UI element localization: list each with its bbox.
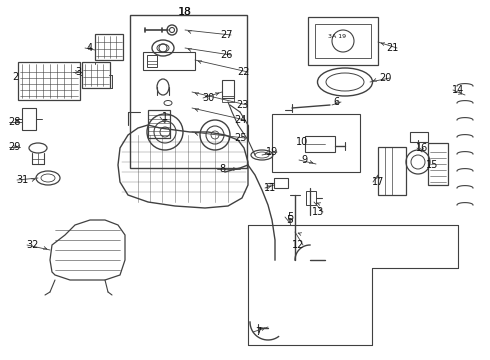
Bar xyxy=(130,15,247,168)
Bar xyxy=(410,132,428,142)
Bar xyxy=(147,55,157,67)
Bar xyxy=(18,62,80,100)
Text: 22: 22 xyxy=(237,67,249,77)
Text: 32: 32 xyxy=(26,240,38,250)
Text: 25: 25 xyxy=(234,133,246,143)
Bar xyxy=(143,52,195,70)
Bar xyxy=(308,17,378,65)
Bar xyxy=(222,96,234,102)
Text: 3: 3 xyxy=(75,67,81,77)
Text: 11: 11 xyxy=(264,183,276,193)
Text: 10: 10 xyxy=(296,137,308,147)
Text: 9: 9 xyxy=(301,155,307,165)
Bar xyxy=(306,191,316,205)
Text: 12: 12 xyxy=(292,240,304,250)
Bar xyxy=(82,62,110,88)
Text: 6: 6 xyxy=(333,97,339,107)
Bar xyxy=(378,147,406,195)
Bar xyxy=(428,143,448,185)
Text: 8: 8 xyxy=(219,164,225,174)
Text: 19: 19 xyxy=(266,147,278,157)
Text: 7: 7 xyxy=(255,327,261,337)
Text: 3A 19: 3A 19 xyxy=(328,35,346,40)
Text: 24: 24 xyxy=(234,115,246,125)
Text: 30: 30 xyxy=(202,93,214,103)
Text: 4: 4 xyxy=(87,43,93,53)
Text: 18: 18 xyxy=(179,7,191,17)
Bar xyxy=(274,178,288,188)
Bar xyxy=(272,114,360,172)
Text: 18: 18 xyxy=(178,7,192,17)
Text: 14: 14 xyxy=(452,85,464,95)
Text: 13: 13 xyxy=(312,207,324,217)
Text: 21: 21 xyxy=(386,43,398,53)
Text: 1: 1 xyxy=(162,112,168,122)
Text: 23: 23 xyxy=(236,100,248,110)
Text: 2: 2 xyxy=(12,72,18,82)
Bar xyxy=(95,34,123,60)
Text: 20: 20 xyxy=(379,73,391,83)
Bar xyxy=(222,80,234,98)
Bar xyxy=(315,24,371,58)
Text: 28: 28 xyxy=(8,117,20,127)
Text: 16: 16 xyxy=(416,143,428,153)
Text: 27: 27 xyxy=(220,30,232,40)
Text: 26: 26 xyxy=(220,50,232,60)
Text: 5: 5 xyxy=(287,215,294,225)
Text: 5: 5 xyxy=(287,212,293,222)
Text: 17: 17 xyxy=(372,177,384,187)
Bar xyxy=(22,108,36,130)
Text: 31: 31 xyxy=(16,175,28,185)
Bar xyxy=(148,110,170,138)
Text: 15: 15 xyxy=(426,160,438,170)
Text: 29: 29 xyxy=(8,142,20,152)
Bar xyxy=(305,136,335,152)
